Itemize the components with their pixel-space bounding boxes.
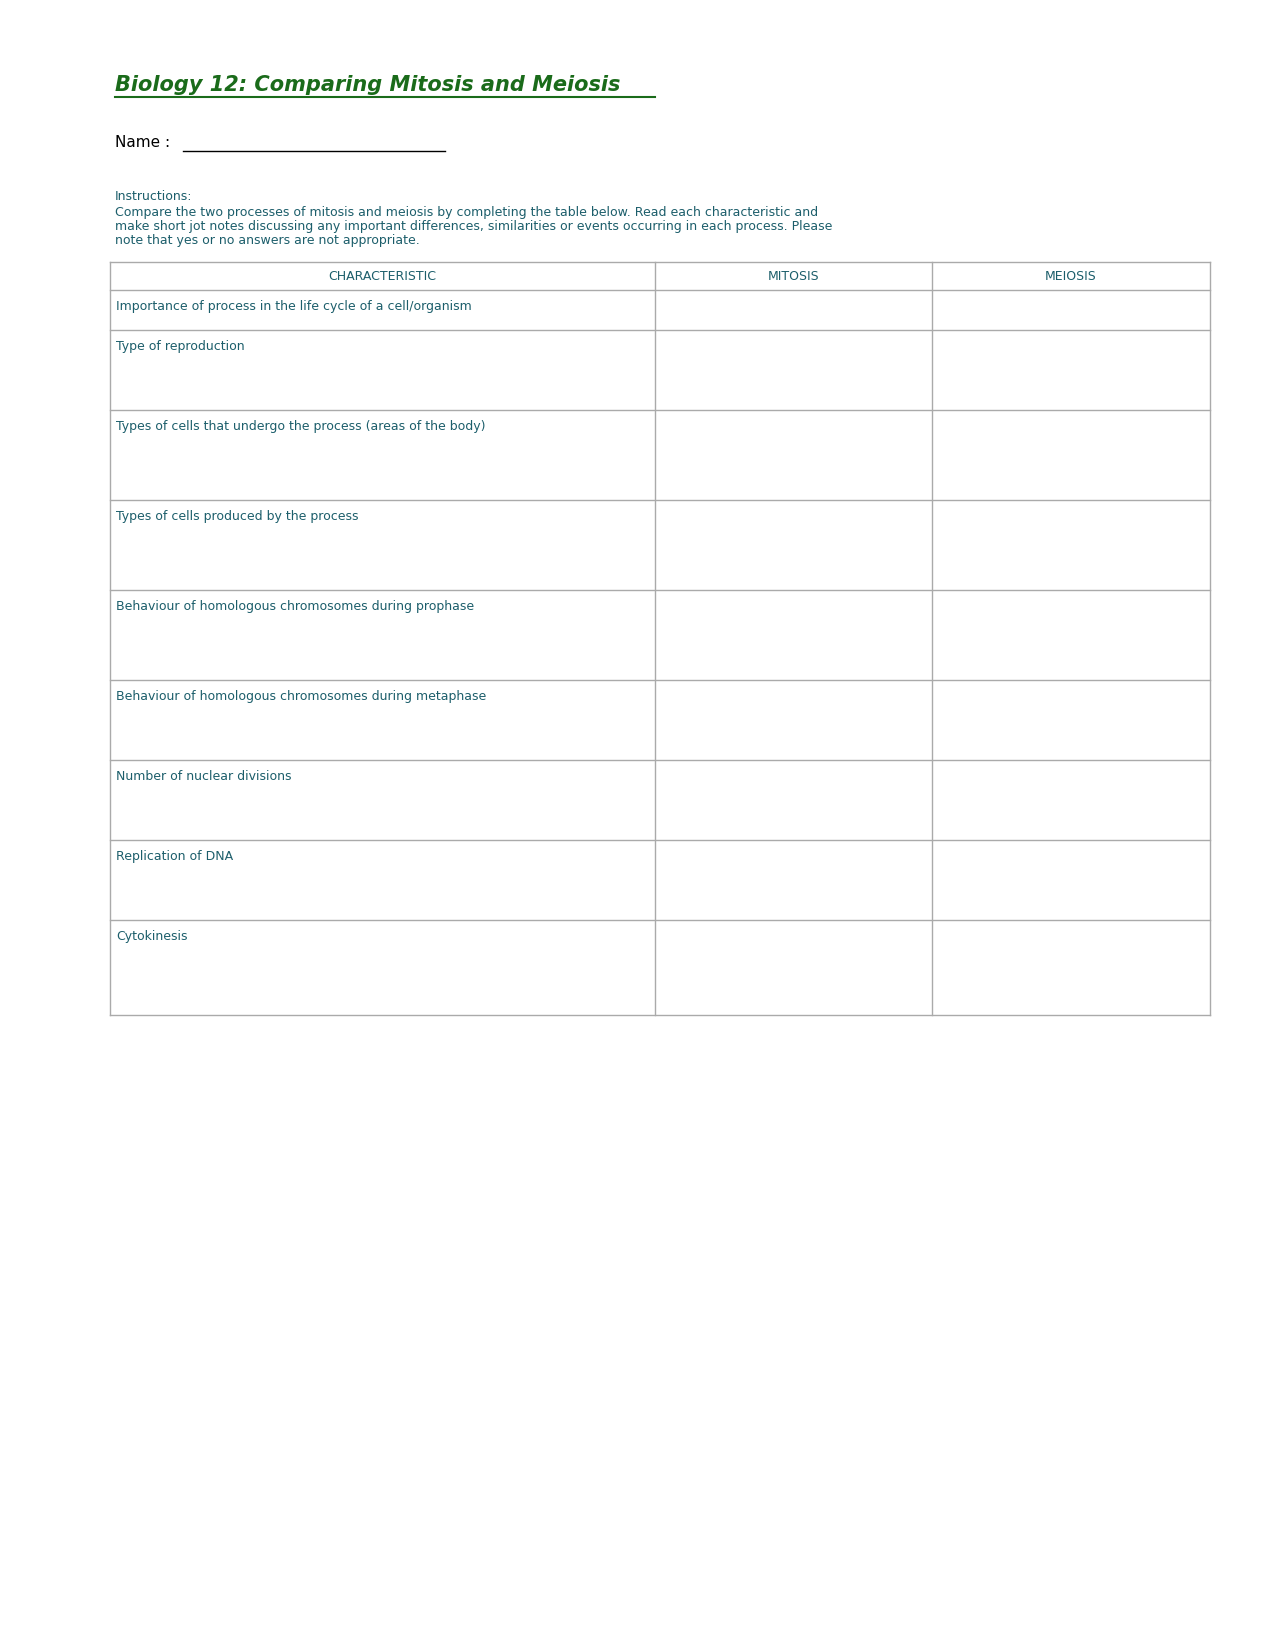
Text: make short jot notes discussing any important differences, similarities or event: make short jot notes discussing any impo… [115,220,833,233]
Text: Types of cells produced by the process: Types of cells produced by the process [116,510,358,523]
Text: MEIOSIS: MEIOSIS [1046,269,1096,282]
Text: Cytokinesis: Cytokinesis [116,930,187,943]
Text: Behaviour of homologous chromosomes during prophase: Behaviour of homologous chromosomes duri… [116,599,474,613]
Text: Compare the two processes of mitosis and meiosis by completing the table below. : Compare the two processes of mitosis and… [115,206,819,220]
Text: Replication of DNA: Replication of DNA [116,850,233,863]
Text: MITOSIS: MITOSIS [768,269,819,282]
Text: Instructions:: Instructions: [115,190,193,203]
Text: CHARACTERISTIC: CHARACTERISTIC [328,269,436,282]
Text: note that yes or no answers are not appropriate.: note that yes or no answers are not appr… [115,234,419,248]
Text: Behaviour of homologous chromosomes during metaphase: Behaviour of homologous chromosomes duri… [116,690,486,703]
Text: Type of reproduction: Type of reproduction [116,340,245,353]
Text: Types of cells that undergo the process (areas of the body): Types of cells that undergo the process … [116,419,486,433]
Text: Number of nuclear divisions: Number of nuclear divisions [116,769,292,783]
Text: Biology 12: Comparing Mitosis and Meiosis: Biology 12: Comparing Mitosis and Meiosi… [115,74,621,96]
Text: Name :: Name : [115,135,175,150]
Text: Importance of process in the life cycle of a cell/organism: Importance of process in the life cycle … [116,300,472,314]
